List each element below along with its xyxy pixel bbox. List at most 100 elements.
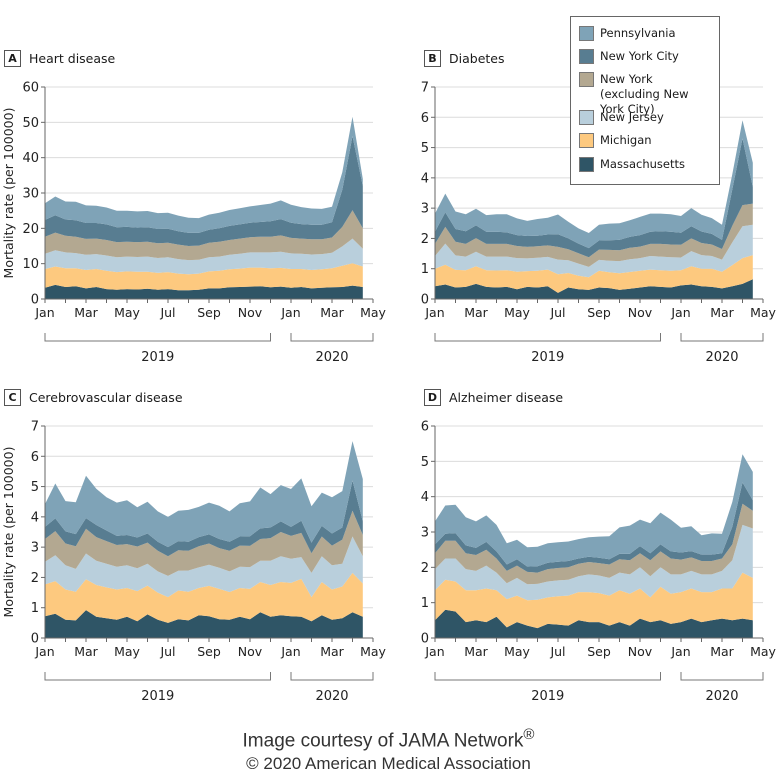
y-tick-label: 5 [421,141,429,156]
area-massachusetts [435,279,753,299]
legend-item-new-jersey: New Jersey [579,110,664,125]
year-bracket [434,333,661,342]
area-new-jersey [435,224,753,278]
area-massachusetts [435,609,753,638]
x-tick-label: Mar [74,644,98,659]
year-bracket [44,333,271,342]
legend-label: New Jersey [600,110,664,124]
y-tick-label: 5 [31,480,39,495]
figure: A Heart disease B Diabetes C Cerebrovasc… [1,16,777,705]
x-tick-label: Nov [238,644,263,659]
x-tick-label: Mar [710,644,734,659]
y-tick-label: 40 [22,151,39,166]
x-tick-label: May [504,305,530,320]
panel-d-title-text: Alzheimer disease [449,390,564,405]
year-label: 2019 [531,689,564,704]
y-tick-label: 5 [421,455,429,470]
panel-c-badge: C [4,389,21,406]
year-label: 2019 [141,350,174,365]
legend-label: New York (excluding New York City) [600,72,689,116]
x-tick-label: Mar [74,305,98,320]
area-michigan [435,255,753,293]
y-tick-label: 3 [421,202,429,217]
x-tick-label: Mar [320,644,344,659]
x-tick-label: Jan [670,305,690,320]
x-tick-label: Jul [159,644,175,659]
y-tick-label: 30 [22,187,39,202]
x-tick-label: Sep [587,305,611,320]
y-tick-label: 6 [421,111,429,126]
x-tick-label: Sep [587,644,611,659]
credit-text: Image courtesy of JAMA Network [242,730,524,752]
panel-c-title: C Cerebrovascular disease [4,389,183,406]
panel-d-title: D Alzheimer disease [424,389,563,406]
year-bracket [680,333,764,342]
legend-swatch-new-york-excl-nyc [579,72,594,87]
y-tick-label: 60 [22,81,39,96]
x-tick-label: Mar [464,644,488,659]
area-pennsylvania [45,441,363,548]
legend-label: Pennsylvania [600,26,676,40]
x-tick-label: Sep [197,305,221,320]
x-tick-label: Jan [280,644,300,659]
x-tick-label: May [750,305,776,320]
y-tick-label: 10 [22,257,39,272]
area-new-york-city [45,136,363,246]
year-bracket [290,333,374,342]
area-pennsylvania [45,116,363,233]
area-michigan [45,572,363,623]
legend-label: Michigan [600,133,652,147]
y-tick-label: 0 [31,293,39,308]
legend-label: New York City [600,49,679,63]
year-label: 2020 [315,350,348,365]
panel-b-badge: B [424,50,441,67]
panel-a-title: A Heart disease [4,50,115,67]
year-bracket [680,672,764,681]
y-axis-label: Mortality rate (per 100000) [1,108,16,279]
area-new-jersey [435,524,753,601]
legend-swatch-new-york-city [579,49,594,64]
area-new-jersey [45,536,363,598]
x-tick-label: Mar [464,305,488,320]
x-tick-label: May [360,644,386,659]
area-new-york-excluding-new-york-city [435,203,753,267]
x-tick-label: Sep [197,644,221,659]
area-massachusetts [45,284,363,299]
year-label: 2020 [315,689,348,704]
y-tick-label: 3 [31,541,39,556]
y-tick-label: 1 [421,262,429,277]
panel-a-title-text: Heart disease [29,51,116,66]
year-label: 2020 [705,689,738,704]
x-tick-label: Nov [628,305,653,320]
area-new-york-excluding-new-york-city [435,503,753,585]
x-tick-label: May [750,644,776,659]
legend-label: Massachusetts [600,157,685,171]
x-tick-label: Jan [34,644,54,659]
y-tick-label: 4 [421,171,429,186]
legend-item-michigan: Michigan [579,133,652,148]
legend-item-new-york-excl-nyc: New York (excluding New York City) [579,72,714,117]
legend-swatch-pennsylvania [579,26,594,41]
registered-mark: ® [523,726,535,743]
x-tick-label: Nov [238,305,263,320]
y-tick-label: 6 [31,450,39,465]
legend-swatch-michigan [579,133,594,148]
y-axis-label: Mortality rate (per 100000) [1,447,16,618]
panel-b-title: B Diabetes [424,50,505,67]
y-tick-label: 20 [22,222,39,237]
legend-item-pennsylvania: Pennsylvania [579,26,676,41]
x-tick-label: Mar [320,305,344,320]
y-tick-label: 4 [31,510,39,525]
area-new-jersey [45,238,363,275]
y-tick-label: 2 [31,571,39,586]
year-label: 2019 [531,350,564,365]
y-tick-label: 6 [421,420,429,435]
x-tick-label: Jan [34,305,54,320]
y-tick-label: 3 [421,526,429,541]
area-massachusetts [45,610,363,638]
area-new-york-excluding-new-york-city [45,510,363,576]
x-tick-label: Jul [549,644,565,659]
area-new-york-excluding-new-york-city [45,210,363,261]
x-tick-label: May [114,644,140,659]
